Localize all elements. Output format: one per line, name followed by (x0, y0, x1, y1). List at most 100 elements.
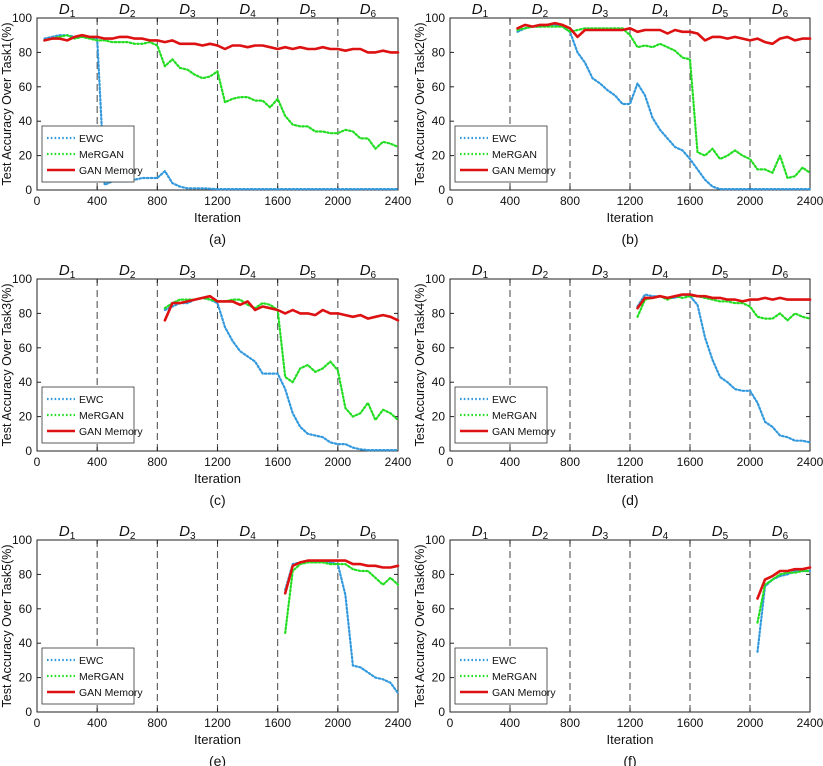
series-line-gan-memory (163, 294, 400, 322)
series-line-mergan (516, 25, 812, 180)
x-tick-label: 1200 (204, 194, 231, 208)
legend-label: EWC (79, 394, 104, 406)
x-tick-label: 2000 (324, 455, 351, 469)
x-tick-label: 800 (147, 455, 167, 469)
y-tick-label: 20 (432, 671, 446, 685)
y-axis-label: Test Accuracy Over Task1(%) (0, 22, 14, 185)
x-tick-label: 2400 (797, 455, 823, 469)
series-line-gan-memory (516, 21, 812, 46)
legend-label: EWC (492, 655, 517, 667)
y-tick-label: 80 (19, 567, 33, 581)
panel-caption: (e) (209, 753, 226, 766)
y-tick-label: 40 (432, 375, 446, 389)
legend-label: MeRGAN (79, 410, 124, 422)
y-axis-label: Test Accuracy Over Task6(%) (413, 544, 427, 707)
legend-box (41, 386, 135, 444)
x-tick-label: 400 (500, 194, 520, 208)
y-tick-label: 60 (19, 341, 33, 355)
series-line-gan-memory (283, 559, 400, 595)
x-tick-label: 0 (447, 716, 454, 730)
x-tick-label: 1600 (677, 194, 704, 208)
legend-label: EWC (492, 133, 517, 145)
task-label: D1 (472, 1, 489, 20)
task-label: D3 (592, 1, 609, 20)
chart-panel-4: 0 400 800 1200 1600 2000 2400 0 20 40 60 80 100 D1 D2 D… (413, 262, 823, 508)
x-tick-label: 0 (34, 194, 41, 208)
panel-caption: (b) (621, 231, 638, 247)
y-tick-label: 80 (19, 306, 33, 320)
series-line-mergan (756, 569, 812, 624)
legend: EWC MeRGAN GAN Memory (41, 386, 143, 444)
task-label: D2 (119, 262, 136, 281)
y-tick-label: 100 (12, 11, 32, 25)
y-axis-label: Test Accuracy Over Task5(%) (0, 544, 14, 707)
x-tick-label: 0 (447, 455, 454, 469)
x-tick-label: 2400 (797, 194, 823, 208)
y-tick-label: 60 (432, 341, 446, 355)
x-tick-label: 400 (500, 455, 520, 469)
y-tick-label: 0 (25, 444, 32, 458)
task-label: D5 (300, 523, 317, 542)
x-tick-label: 0 (34, 455, 41, 469)
x-axis-label: Iteration (607, 471, 654, 486)
y-tick-label: 80 (432, 306, 446, 320)
series-line-mergan (284, 561, 400, 635)
task-label: D1 (59, 1, 76, 20)
x-tick-label: 400 (87, 455, 107, 469)
x-tick-label: 1200 (204, 716, 231, 730)
chart-panel-6: 0 400 800 1200 1600 2000 2400 0 20 40 60 80 100 D1 D2 D… (413, 523, 823, 766)
task-label: D3 (179, 1, 196, 20)
task-label: D1 (472, 523, 489, 542)
task-label: D6 (772, 1, 789, 20)
task-label: D1 (59, 262, 76, 281)
y-tick-label: 60 (19, 602, 33, 616)
y-tick-label: 0 (25, 705, 32, 719)
x-axis-label: Iteration (607, 210, 654, 225)
y-tick-label: 80 (432, 567, 446, 581)
y-tick-label: 20 (19, 671, 33, 685)
legend-label: EWC (492, 394, 517, 406)
legend-label: GAN Memory (79, 426, 143, 438)
legend-label: MeRGAN (79, 671, 124, 683)
y-tick-label: 80 (19, 45, 33, 59)
task-label: D3 (592, 523, 609, 542)
x-tick-label: 2400 (797, 716, 823, 730)
task-label: D4 (652, 1, 669, 20)
y-tick-label: 100 (12, 533, 32, 547)
task-label: D4 (239, 1, 256, 20)
task-label: D5 (300, 262, 317, 281)
y-tick-label: 0 (438, 705, 445, 719)
task-label: D2 (119, 523, 136, 542)
series-line-mergan (43, 34, 400, 150)
y-tick-label: 60 (432, 80, 446, 94)
x-tick-label: 2400 (385, 455, 412, 469)
task-label: D4 (239, 523, 256, 542)
y-tick-label: 40 (19, 636, 33, 650)
legend-box (454, 647, 548, 705)
task-label: D1 (472, 262, 489, 281)
y-tick-label: 0 (438, 183, 445, 197)
y-tick-label: 20 (19, 410, 33, 424)
x-tick-label: 1200 (617, 194, 644, 208)
y-axis-label: Test Accuracy Over Task4(%) (413, 283, 427, 446)
x-tick-label: 800 (560, 716, 580, 730)
task-label: D2 (119, 1, 136, 20)
x-tick-label: 2000 (324, 716, 351, 730)
x-tick-label: 0 (447, 194, 454, 208)
y-tick-label: 100 (12, 272, 32, 286)
chart-panel-2: 0 400 800 1200 1600 2000 2400 0 20 40 60 80 100 D1 D2 D… (413, 1, 823, 247)
x-tick-label: 2000 (324, 194, 351, 208)
legend: EWC MeRGAN GAN Memory (454, 386, 556, 444)
y-tick-label: 60 (432, 602, 446, 616)
x-tick-label: 2000 (737, 194, 764, 208)
x-tick-label: 400 (87, 194, 107, 208)
task-label: D6 (360, 523, 377, 542)
series-line-gan-memory (636, 293, 812, 310)
legend-label: GAN Memory (79, 687, 143, 699)
series-line-gan-memory (43, 33, 400, 54)
series-line-gan-memory (756, 566, 812, 600)
task-label: D5 (712, 523, 729, 542)
legend: EWC MeRGAN GAN Memory (454, 125, 556, 183)
task-label: D2 (532, 1, 549, 20)
x-tick-label: 2400 (385, 716, 412, 730)
